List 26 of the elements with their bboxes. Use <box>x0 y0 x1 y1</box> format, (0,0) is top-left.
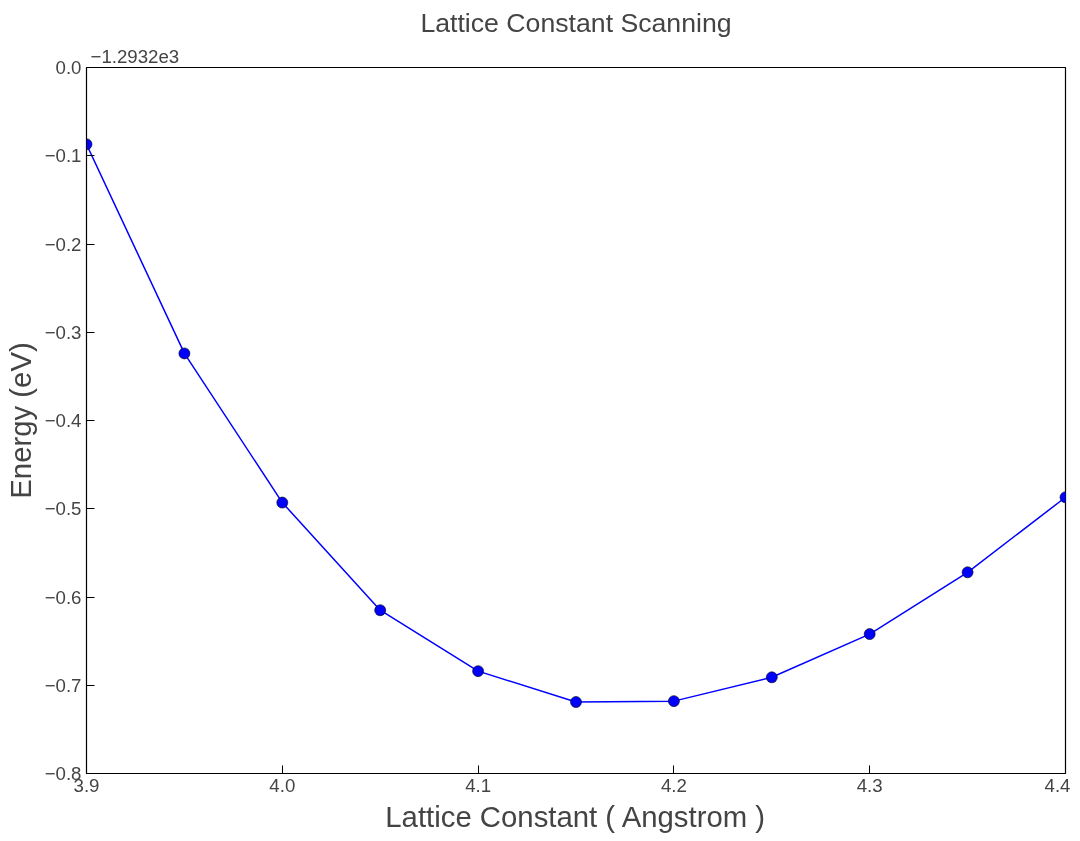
point <box>472 665 484 677</box>
text: −1.2932e3 <box>90 45 180 67</box>
y-axis-title: Energy (eV) <box>3 342 37 499</box>
point <box>570 696 582 708</box>
y-tick-label: −0.2 <box>44 233 82 255</box>
x-tick-label: 4.3 <box>856 774 883 796</box>
x-tick-label: 4.1 <box>465 774 492 796</box>
chart-title: Lattice Constant Scanning <box>420 7 732 38</box>
y-tick-label: −0.5 <box>44 498 82 520</box>
point <box>961 566 974 579</box>
point <box>276 496 289 509</box>
y-tick-label: −0.1 <box>44 145 82 167</box>
y-tick-label: −0.7 <box>44 674 82 696</box>
y-tick-label: −0.3 <box>44 321 82 343</box>
point <box>668 695 680 707</box>
x-tick-label: 4.0 <box>269 774 296 796</box>
x-tick-label: 4.4 <box>1044 774 1071 796</box>
y-tick-label: −0.6 <box>44 586 82 608</box>
point <box>374 604 386 617</box>
point <box>863 628 876 640</box>
y-tick-label: −0.4 <box>44 410 82 431</box>
point <box>766 671 778 684</box>
point <box>178 347 191 360</box>
x-axis-title: Lattice Constant ( Angstrom ) <box>385 799 766 833</box>
x-tick-label: 4.2 <box>660 774 687 796</box>
y-tick-label: 0.0 <box>55 57 82 78</box>
